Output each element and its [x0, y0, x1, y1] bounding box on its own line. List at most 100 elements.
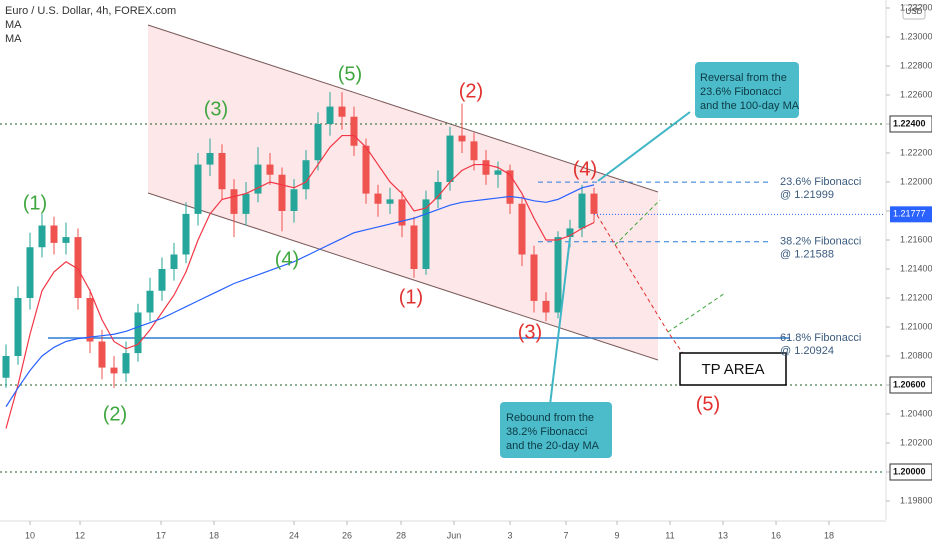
x-tick-label: 10 [25, 530, 35, 540]
projection-up [614, 199, 661, 246]
x-tick-label: 13 [718, 530, 728, 540]
candle-body [254, 164, 262, 194]
candle-body [242, 193, 250, 214]
x-tick-label: 9 [615, 530, 620, 540]
fib-name: 23.6% Fibonacci [780, 176, 861, 188]
ma-line [5, 134, 595, 429]
callout-box [695, 62, 799, 118]
wave-label: (4) [275, 248, 299, 270]
candle-body [566, 228, 574, 238]
x-tick-label: 12 [75, 530, 85, 540]
wave-label: (4) [573, 158, 597, 180]
candle-body [386, 199, 394, 204]
x-tick-label: 11 [665, 530, 674, 540]
callout-pointer [549, 237, 571, 406]
callout-text: 23.6% Fibonacci [700, 86, 781, 98]
x-tick-label: Jun [447, 530, 462, 540]
candle-body [290, 189, 298, 211]
x-tick-label: 18 [209, 530, 219, 540]
candle-body [302, 160, 310, 190]
level-label: 1.20600 [893, 379, 926, 389]
candle-body [542, 300, 550, 313]
candle-body [518, 203, 526, 255]
candle-body [14, 297, 22, 356]
candle-body [146, 290, 154, 313]
callout-box [500, 402, 612, 458]
y-tick-label: 1.22600 [900, 89, 932, 99]
x-tick-label: 17 [156, 530, 166, 540]
candle-body [74, 237, 82, 298]
candle-body [98, 341, 106, 368]
callout-text: Reversal from the [700, 72, 787, 84]
y-tick-label: 1.23200 [900, 2, 932, 12]
candle-body [470, 141, 478, 161]
callout-text: and the 100-day MA [700, 100, 800, 112]
candle-body [110, 367, 118, 374]
candle-body [278, 174, 286, 211]
candle-body [506, 170, 514, 204]
currency-label: USD [906, 7, 923, 16]
wave-label: (5) [696, 393, 720, 415]
projection-alt [667, 292, 726, 333]
candle-body [50, 225, 58, 243]
chart-title: Euro / U.S. Dollar, 4h, FOREX.com [5, 5, 176, 17]
callout-pointer [597, 111, 691, 182]
candle-body [314, 123, 322, 161]
candle-body [230, 189, 238, 214]
candle-body [134, 312, 142, 354]
candle-body [206, 152, 214, 165]
candle-body [86, 297, 94, 342]
last-price-box [890, 206, 932, 223]
x-tick-label: 26 [342, 530, 352, 540]
candle-body [170, 254, 178, 269]
wave-label: (2) [103, 403, 127, 425]
level-box [889, 115, 932, 133]
y-tick-label: 1.21400 [900, 263, 932, 273]
candle-body [182, 213, 190, 255]
callout-text: and the 20-day MA [506, 440, 600, 452]
x-tick-label: 24 [289, 530, 299, 540]
fib-name: 61.8% Fibonacci [780, 332, 861, 344]
candle-body [458, 135, 466, 142]
x-tick-label: 16 [771, 530, 781, 540]
candle-body [410, 225, 418, 269]
currency-box [902, 4, 926, 20]
candle-body [530, 254, 538, 301]
fib-value: @ 1.21999 [780, 189, 834, 201]
y-tick-label: 1.20200 [900, 437, 932, 447]
candle-body [62, 237, 70, 243]
candle-body [194, 164, 202, 214]
tp-label: TP AREA [701, 361, 764, 378]
candle-body [38, 225, 46, 248]
candle-body [2, 355, 10, 378]
y-tick-label: 1.23000 [900, 31, 932, 41]
wave-label: (3) [204, 98, 228, 120]
level-box [889, 463, 932, 481]
candle-body [482, 160, 490, 175]
wave-label: (3) [518, 321, 542, 343]
last-price-label: 1.21777 [893, 209, 926, 219]
x-tick-label: 3 [507, 530, 512, 540]
candle-body [122, 353, 130, 374]
y-tick-label: 1.21000 [900, 321, 932, 331]
x-tick-label: 18 [824, 530, 834, 540]
x-tick-label: 7 [564, 530, 569, 540]
channel-lower [147, 192, 659, 361]
candle-body [494, 170, 502, 175]
tp-box [679, 352, 787, 386]
fib-value: @ 1.20924 [780, 345, 834, 357]
candle-body [446, 135, 454, 182]
candle-body [26, 247, 34, 298]
callout-text: 38.2% Fibonacci [506, 426, 587, 438]
candle-body [218, 152, 226, 190]
y-tick-label: 1.19800 [900, 495, 932, 505]
fib-value: @ 1.21588 [780, 249, 834, 261]
y-tick-label: 1.22000 [900, 176, 932, 186]
candle-body [398, 199, 406, 226]
candle-body [434, 181, 442, 200]
level-box [889, 376, 932, 394]
plot-area [0, 92, 885, 473]
candle-body [422, 199, 430, 269]
candle-body [578, 193, 586, 229]
